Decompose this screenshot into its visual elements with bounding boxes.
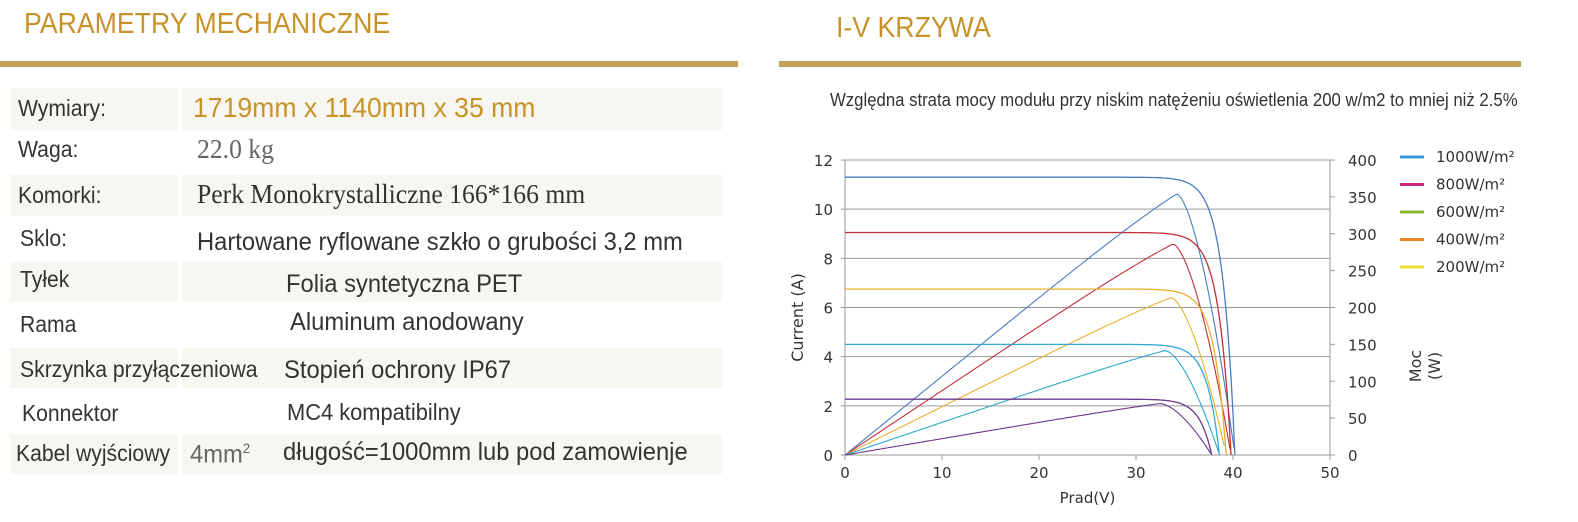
row-value-back: Folia syntetyczna PET: [286, 270, 523, 298]
y2-axis-label-unit: (W): [1425, 352, 1444, 380]
mechanical-params-title: PARAMETRY MECHANICZNE: [24, 8, 391, 40]
y-tick-label: 8: [823, 250, 833, 268]
y-tick-label: 6: [823, 300, 833, 318]
row-bg-junction: [10, 348, 722, 388]
legend-label-2: 600W/m²: [1436, 203, 1505, 221]
y2-tick-label: 100: [1348, 373, 1377, 391]
iv-title-underline: [779, 61, 1521, 67]
mechanical-title-underline: [0, 61, 738, 67]
y-tick-label: 10: [814, 201, 833, 219]
row-value-cable: długość=1000mm lub pod zamowienje: [283, 438, 688, 466]
y2-tick-label: 0: [1348, 447, 1358, 465]
row-value-weight: 22.0 kg: [197, 134, 274, 164]
legend-label-4: 200W/m²: [1436, 258, 1505, 276]
row-label-glass: Sklo:: [20, 225, 68, 251]
iv-curve-4: [845, 398, 1213, 456]
iv-curve-1: [845, 231, 1232, 456]
y2-tick-label: 400: [1348, 152, 1377, 170]
row-value-cable-section: 4mm2: [190, 440, 250, 469]
x-tick-label: 30: [1126, 464, 1145, 482]
row-label-connector: Konnektor: [22, 400, 119, 426]
row-value-cells: Perk Monokrystalliczne 166*166 mm: [197, 179, 586, 209]
y2-axis-label: Moc: [1406, 350, 1425, 382]
y2-tick-label: 300: [1348, 226, 1377, 244]
power-curve-1: [844, 243, 1231, 456]
row-value-connector: MC4 kompatibilny: [287, 399, 461, 425]
row-label-cells: Komorki:: [18, 182, 102, 208]
y-tick-label: 0: [823, 447, 833, 465]
x-tick-label: 40: [1223, 464, 1242, 482]
row-label-weight: Waga:: [18, 136, 79, 162]
y-tick-label: 12: [814, 152, 833, 170]
power-curve-3: [844, 350, 1220, 456]
x-tick-label: 0: [840, 464, 850, 482]
row-bg-cells: [10, 175, 722, 216]
y-tick-label: 4: [823, 349, 833, 367]
legend-label-1: 800W/m²: [1436, 176, 1505, 194]
y2-tick-label: 50: [1348, 410, 1367, 428]
row-bg-back: [10, 262, 722, 302]
y-axis-label: Current (A): [788, 273, 807, 362]
cable-section-sup: 2: [242, 440, 251, 456]
row-bg-dimensions: [10, 88, 722, 130]
row-bg-cable: [10, 434, 722, 474]
row-label-junction-box: Skrzynka przyłączeniowa: [20, 356, 258, 382]
row-label-back: Tyłek: [20, 266, 70, 292]
x-tick-label: 20: [1029, 464, 1048, 482]
y2-tick-label: 200: [1348, 300, 1377, 318]
row-value-frame: Aluminum anodowany: [290, 308, 524, 336]
iv-curve-0: [845, 176, 1236, 456]
y2-tick-label: 250: [1348, 263, 1377, 281]
y2-tick-label: 150: [1348, 336, 1377, 354]
x-tick-label: 10: [932, 464, 951, 482]
iv-curve-2: [845, 288, 1227, 456]
row-label-cable: Kabel wyjściowy: [16, 440, 171, 466]
row-label-frame: Rama: [20, 311, 77, 337]
x-axis-label: Prad(V): [1060, 489, 1116, 507]
x-tick-label: 50: [1320, 464, 1339, 482]
row-value-junction-box: Stopień ochrony IP67: [284, 356, 512, 384]
chart-note: Względna strata mocy modułu przy niskim …: [830, 90, 1518, 110]
iv-curve-3: [845, 343, 1221, 456]
y-tick-label: 2: [823, 398, 833, 416]
legend-label-0: 1000W/m²: [1436, 148, 1515, 166]
row-label-dimensions: Wymiary:: [18, 95, 106, 121]
legend-label-3: 400W/m²: [1436, 231, 1505, 249]
power-curve-0: [844, 193, 1235, 456]
iv-curve-title: I-V KRZYWA: [836, 12, 991, 44]
power-curve-4: [844, 402, 1212, 456]
power-curve-2: [844, 297, 1225, 456]
row-value-glass: Hartowane ryflowane szkło o grubości 3,2…: [197, 228, 683, 256]
cable-section-text: 4mm: [190, 440, 243, 469]
y2-tick-label: 350: [1348, 189, 1377, 207]
row-value-dimensions: 1719mm x 1140mm x 35 mm: [193, 92, 536, 123]
